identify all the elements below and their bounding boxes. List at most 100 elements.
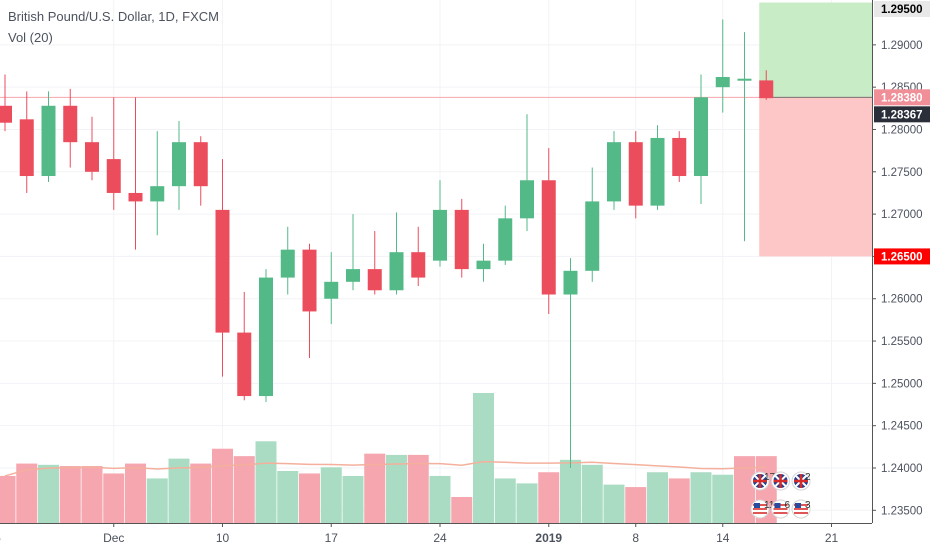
candle [694,74,708,204]
candle-body [172,142,186,187]
candle-body [650,137,665,206]
time-axis[interactable]: 26 Dec 10 17 24 2019 8 14 21 [0,523,872,545]
long-position-tool[interactable] [0,2,872,257]
candle [346,214,360,291]
candle [280,226,295,295]
volume-bar [212,448,233,523]
price-tick-label: 1.28000 [881,124,923,136]
candle-body [411,252,426,278]
event-count: 6 [785,500,791,511]
candle-body [280,249,295,278]
candle [215,159,230,377]
event-count: 17 [764,472,776,483]
candle [172,121,186,210]
time-tick-label: 2019 [535,531,562,545]
profit-zone[interactable] [759,2,872,98]
candle [85,116,99,181]
candle-body [389,252,404,291]
price-tick-label: 1.25000 [881,378,923,390]
price-tick-label: 1.24000 [881,463,923,475]
candle-body [259,277,273,397]
volume-bar [364,453,386,523]
candle-body [520,180,534,219]
candle [650,125,665,210]
candle-body [476,260,491,270]
candle-body [302,249,317,312]
candle [433,180,447,267]
volume-bar [407,454,429,523]
loss-zone[interactable] [759,97,872,257]
volume-bar [320,467,342,523]
candle-body [106,159,121,193]
candle [476,243,491,282]
candle-body [715,77,730,88]
candle [106,97,121,210]
price-tick-label: 1.23500 [881,505,923,517]
volume-bar [168,458,190,523]
volume-bar [473,393,494,523]
candle [128,97,143,250]
candle-body [498,218,513,261]
volume-bar [560,459,581,523]
candle [150,131,165,236]
candle-body [63,105,78,143]
volume-bar [190,463,212,523]
price-label-text: 1.29500 [881,4,923,16]
volume-bar [59,466,81,523]
price-label-stop[interactable]: 1.26500 [874,248,930,265]
volume-moving-average [4,460,767,477]
volume-bar [451,497,473,523]
time-tick-label: 17 [325,531,339,545]
candle [628,131,643,219]
candle [585,167,600,282]
candle [63,88,78,168]
price-label-target[interactable]: 1.29500 [874,1,930,17]
volume-bar [125,463,146,523]
price-tick-label: 1.25500 [881,336,923,348]
candle [541,148,556,314]
volume-bar [712,474,734,523]
symbol-title: British Pound/U.S. Dollar, 1D, FXCM [8,9,219,24]
candle [324,252,339,325]
economic-events[interactable]: 17 2 11 6 3 [750,471,811,519]
price-label-text: 1.28380 [881,92,923,104]
candle-body [19,119,34,177]
candle [411,226,426,287]
candle-body [585,201,600,271]
volume-bar [690,472,712,523]
us-event-flag-icon[interactable]: 6 [771,499,791,519]
uk-event-flag-icon[interactable]: 2 [791,471,811,491]
price-tick-label: 1.27500 [881,167,923,179]
price-label-text: 1.26500 [881,251,923,263]
candle [193,136,208,206]
volume-indicator-title: Vol (20) [8,30,53,45]
uk-event-flag-icon[interactable]: 17 [750,471,776,491]
time-tick-label: 10 [216,531,230,545]
candle-body [324,281,339,299]
price-label-last[interactable]: 1.28367 [874,106,930,123]
candle [259,269,273,402]
volume-bar [103,473,125,523]
us-event-flag-icon[interactable]: 11 [750,499,775,519]
us-event-flag-icon[interactable]: 3 [791,499,811,519]
price-label-background [874,248,930,265]
price-axis[interactable]: 1.23500 1.24000 1.24500 1.25000 1.25500 1.260… [872,0,930,523]
candle-body [150,186,165,202]
candle [520,114,534,232]
price-tick-label: 1.27000 [881,209,923,221]
candle-body [454,209,469,270]
uk-event-flag-icon[interactable] [771,471,790,491]
volume-bar [647,472,668,523]
volume-bar [16,463,38,523]
volume-bar [342,475,364,523]
time-tick-label: 8 [632,531,639,545]
volume-bar [299,473,320,523]
candle-body [346,269,360,282]
price-label-entry[interactable]: 1.28380 [874,89,930,106]
volume-bar [538,472,560,523]
candle-body [737,78,752,81]
time-tick-label: 14 [716,531,730,545]
candle [0,74,12,132]
time-tick-label: Dec [103,531,124,545]
